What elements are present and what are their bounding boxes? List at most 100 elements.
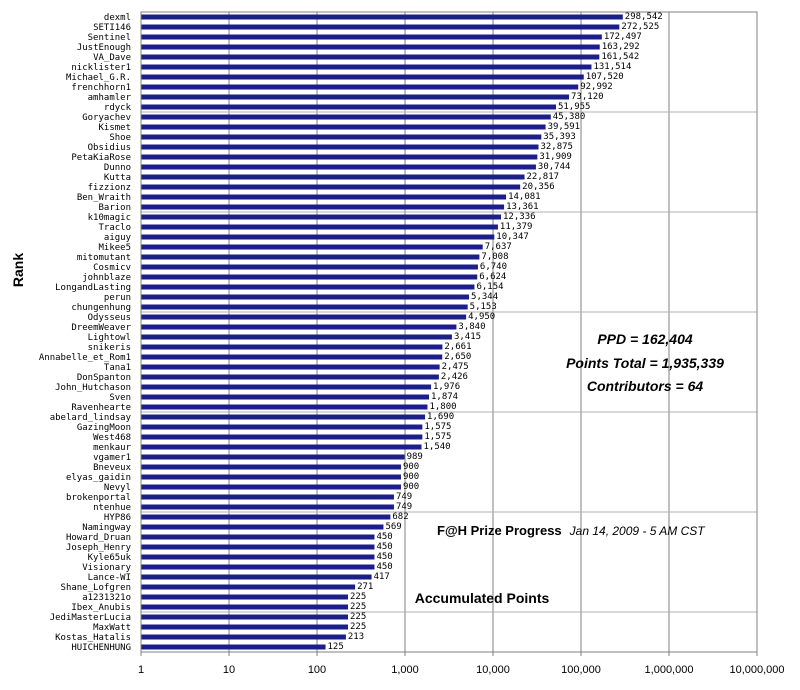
value-label: 225 [350, 592, 366, 602]
bar [141, 214, 502, 220]
bar [141, 114, 551, 120]
value-label: 5,153 [470, 302, 497, 312]
category-label: Visionary [82, 563, 131, 573]
value-label: 298,542 [625, 12, 663, 22]
bar [141, 64, 592, 70]
bar [141, 614, 348, 620]
value-label: 417 [374, 572, 390, 582]
bar [141, 564, 375, 570]
x-tick-label: 10,000 [476, 664, 510, 676]
value-label: 163,292 [602, 42, 640, 52]
bar [141, 224, 498, 230]
bar [141, 244, 483, 250]
x-tick-label: 1 [138, 664, 144, 676]
category-label: Sentinel [88, 33, 131, 43]
category-label: frenchhorn1 [71, 83, 131, 93]
bar [141, 84, 579, 90]
y-axis-title: Rank [10, 253, 26, 287]
category-label: Michael_G.R. [66, 73, 131, 83]
value-label: 569 [385, 522, 401, 532]
value-label: 51,955 [558, 102, 591, 112]
bar [141, 624, 348, 630]
bar [141, 184, 521, 190]
category-label: rdyck [104, 103, 132, 113]
x-tick-label: 10,000,000 [729, 664, 784, 676]
category-label: Odysseus [88, 313, 131, 323]
value-label: 450 [376, 552, 392, 562]
bar [141, 44, 600, 50]
value-label: 7,008 [481, 252, 508, 262]
category-labels: dexmlSETI146SentinelJustEnoughVA_Davenic… [39, 13, 132, 653]
category-label: dexml [104, 13, 131, 23]
value-label: 12,336 [503, 212, 536, 222]
bar [141, 254, 480, 260]
value-label: 2,426 [441, 372, 468, 382]
bar [141, 434, 423, 440]
value-label: 900 [403, 482, 419, 492]
value-label: 13,361 [506, 202, 539, 212]
bar [141, 594, 348, 600]
bar [141, 584, 356, 590]
value-label: 11,379 [500, 222, 533, 232]
value-label: 1,874 [431, 392, 458, 402]
category-label: Howard_Druan [66, 533, 131, 543]
category-label: PetaKiaRose [71, 153, 131, 163]
value-label: 1,690 [427, 412, 454, 422]
category-label: DreemWeaver [71, 323, 131, 333]
category-label: Cosmicv [93, 263, 131, 273]
value-label: 272,525 [621, 22, 659, 32]
category-label: Annabelle_et_Rom1 [39, 353, 131, 363]
value-label: 1,575 [424, 432, 451, 442]
value-label: 1,800 [429, 402, 456, 412]
value-label: 1,540 [424, 442, 451, 452]
category-label: ntenhue [93, 503, 131, 513]
category-label: aiguy [104, 233, 132, 243]
bar [141, 284, 475, 290]
category-label: HYP86 [104, 513, 131, 523]
progress-date: Jan 14, 2009 - 5 AM CST [569, 524, 707, 538]
category-label: Kyle65uk [88, 553, 132, 563]
category-label: GazingMoon [77, 423, 131, 433]
category-label: Bneveux [93, 463, 132, 473]
category-label: West468 [93, 433, 131, 443]
value-label: 900 [403, 472, 419, 482]
value-label: 450 [376, 532, 392, 542]
bar [141, 154, 538, 160]
value-label: 7,637 [485, 242, 512, 252]
ppd-annotation: PPD = 162,404 [597, 331, 693, 347]
category-label: nicklister1 [71, 63, 131, 73]
category-label: Obsidius [88, 143, 131, 153]
category-label: DonSpanton [77, 373, 131, 383]
category-label: Tana1 [104, 363, 131, 373]
value-label: 3,840 [458, 322, 485, 332]
bar [141, 554, 375, 560]
value-label: 14,081 [508, 192, 541, 202]
bar [141, 194, 507, 200]
bar [141, 14, 623, 20]
category-label: perun [104, 293, 131, 303]
value-label: 450 [376, 542, 392, 552]
bar [141, 264, 478, 270]
value-label: 3,415 [454, 332, 481, 342]
category-label: johnblaze [82, 273, 131, 283]
category-label: HUICHENHUNG [71, 643, 131, 653]
value-label: 131,514 [593, 62, 631, 72]
value-label: 161,542 [601, 52, 639, 62]
category-label: elyas_gaidin [66, 473, 131, 483]
category-label: amhamler [88, 93, 132, 103]
value-label: 22,817 [527, 172, 560, 182]
value-label: 31,909 [539, 152, 572, 162]
bar [141, 234, 495, 240]
bar [141, 604, 348, 610]
value-label: 271 [357, 582, 373, 592]
category-label: Ben_Wraith [77, 193, 131, 203]
bar [141, 134, 542, 140]
category-label: Kutta [104, 173, 131, 183]
category-label: Sven [109, 393, 131, 403]
row-grid-lines [141, 111, 757, 613]
category-label: Dunno [104, 163, 131, 173]
bar [141, 304, 468, 310]
value-label: 30,744 [538, 162, 571, 172]
bar [141, 504, 394, 510]
